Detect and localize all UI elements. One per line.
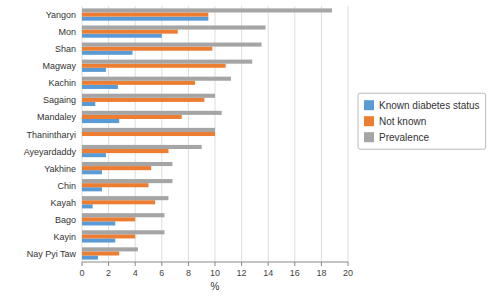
bar	[82, 256, 98, 260]
bar	[82, 47, 212, 51]
bar	[82, 196, 168, 200]
tick-label: 16	[290, 268, 300, 278]
category-label: Thanintharyi	[26, 130, 76, 140]
bar	[82, 34, 162, 38]
tick-mark	[241, 262, 242, 266]
bar	[82, 213, 164, 217]
bar	[82, 234, 135, 238]
grid-line	[294, 6, 295, 262]
tick-mark	[135, 262, 136, 266]
tick-label: 14	[263, 268, 273, 278]
bar	[82, 68, 106, 72]
bar	[82, 145, 202, 149]
category-label: Yakhine	[44, 164, 76, 174]
bar	[82, 132, 215, 136]
tick-mark	[321, 262, 322, 266]
bars	[82, 8, 332, 259]
bar	[82, 183, 149, 187]
tick-mark	[188, 262, 189, 266]
tick-mark	[348, 262, 349, 266]
bar	[82, 85, 118, 89]
bar	[82, 25, 266, 29]
category-label: Mon	[58, 27, 76, 37]
bar	[82, 8, 332, 12]
bar	[82, 60, 252, 64]
bar	[82, 115, 182, 119]
bar	[82, 221, 115, 225]
legend-swatch	[364, 116, 374, 126]
category-label: Ayeyardaddy	[24, 147, 77, 157]
bar	[82, 98, 204, 102]
bar	[82, 111, 222, 115]
legend-label: Prevalence	[379, 132, 429, 143]
grid-line	[348, 6, 349, 262]
bar	[82, 94, 215, 98]
bar	[82, 204, 93, 208]
bar	[82, 217, 135, 221]
bar	[82, 128, 215, 132]
bar	[82, 251, 119, 255]
tick-mark	[82, 262, 83, 266]
bar	[82, 187, 102, 191]
tick-mark	[294, 262, 295, 266]
legend: Known diabetes status Not known Prevalence	[358, 93, 486, 149]
tick-label: 0	[79, 268, 84, 278]
grid-line	[321, 6, 322, 262]
legend-swatch	[364, 100, 374, 110]
bar	[82, 77, 231, 81]
legend-label: Known diabetes status	[379, 100, 480, 111]
tick-mark	[108, 262, 109, 266]
category-label: Nay Pyi Taw	[27, 249, 77, 259]
category-label: Shan	[55, 44, 76, 54]
grid-line	[268, 6, 269, 262]
tick-label: 10	[210, 268, 220, 278]
bar	[82, 166, 151, 170]
tick-label: 18	[316, 268, 326, 278]
category-label: Kayah	[50, 198, 76, 208]
tick-mark	[215, 262, 216, 266]
category-label: Mandaley	[37, 112, 77, 122]
bar	[82, 200, 155, 204]
x-axis-label: %	[211, 281, 220, 292]
tick-mark	[268, 262, 269, 266]
legend-label: Not known	[379, 116, 426, 127]
grid	[82, 6, 348, 262]
bar	[82, 179, 172, 183]
chart: 0 2 4 6 8 10 12 14 16 18 20 Yangon Mon Shan Magway Kach…	[0, 0, 500, 296]
bar	[82, 64, 226, 68]
tick-mark	[161, 262, 162, 266]
bar	[82, 119, 119, 123]
bar	[82, 12, 208, 16]
bar	[82, 30, 178, 34]
bar	[82, 247, 138, 251]
tick-label: 6	[159, 268, 164, 278]
tick-label: 12	[237, 268, 247, 278]
category-label: Bago	[55, 215, 76, 225]
bar	[82, 162, 172, 166]
category-label: Chin	[57, 181, 76, 191]
x-axis-line	[82, 262, 348, 263]
bar	[82, 81, 195, 85]
bar	[82, 17, 208, 21]
legend-frame	[358, 93, 486, 149]
bar	[82, 238, 115, 242]
category-label: Yangon	[46, 10, 76, 20]
bar	[82, 230, 164, 234]
category-label: Kayin	[53, 232, 76, 242]
bar	[82, 149, 168, 153]
bar	[82, 51, 133, 55]
tick-label: 2	[106, 268, 111, 278]
bar	[82, 43, 262, 47]
category-label: Sagaing	[43, 95, 76, 105]
tick-label: 8	[186, 268, 191, 278]
legend-swatch	[364, 132, 374, 142]
category-label: Magway	[42, 61, 76, 71]
bar	[82, 136, 83, 140]
tick-label: 20	[343, 268, 353, 278]
bar	[82, 153, 106, 157]
tick-label: 4	[133, 268, 138, 278]
bar	[82, 102, 95, 106]
category-label: Kachin	[48, 78, 76, 88]
bar	[82, 170, 102, 174]
